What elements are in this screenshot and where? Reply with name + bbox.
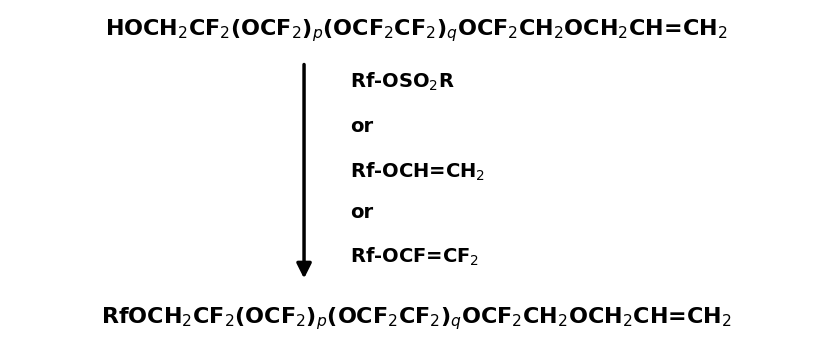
Text: or: or (350, 117, 373, 137)
Text: Rf-OSO$_2$R: Rf-OSO$_2$R (350, 71, 455, 94)
Text: HOCH$_2$CF$_2$(OCF$_2$)$_p$(OCF$_2$CF$_2$)$_q$OCF$_2$CH$_2$OCH$_2$CH=CH$_2$: HOCH$_2$CF$_2$(OCF$_2$)$_p$(OCF$_2$CF$_2… (105, 17, 728, 44)
Text: or: or (350, 203, 373, 222)
Text: Rf-OCH=CH$_2$: Rf-OCH=CH$_2$ (350, 160, 485, 183)
Text: Rf-OCF=CF$_2$: Rf-OCF=CF$_2$ (350, 246, 479, 269)
Text: RfOCH$_2$CF$_2$(OCF$_2$)$_p$(OCF$_2$CF$_2$)$_q$OCF$_2$CH$_2$OCH$_2$CH=CH$_2$: RfOCH$_2$CF$_2$(OCF$_2$)$_p$(OCF$_2$CF$_… (101, 306, 732, 332)
